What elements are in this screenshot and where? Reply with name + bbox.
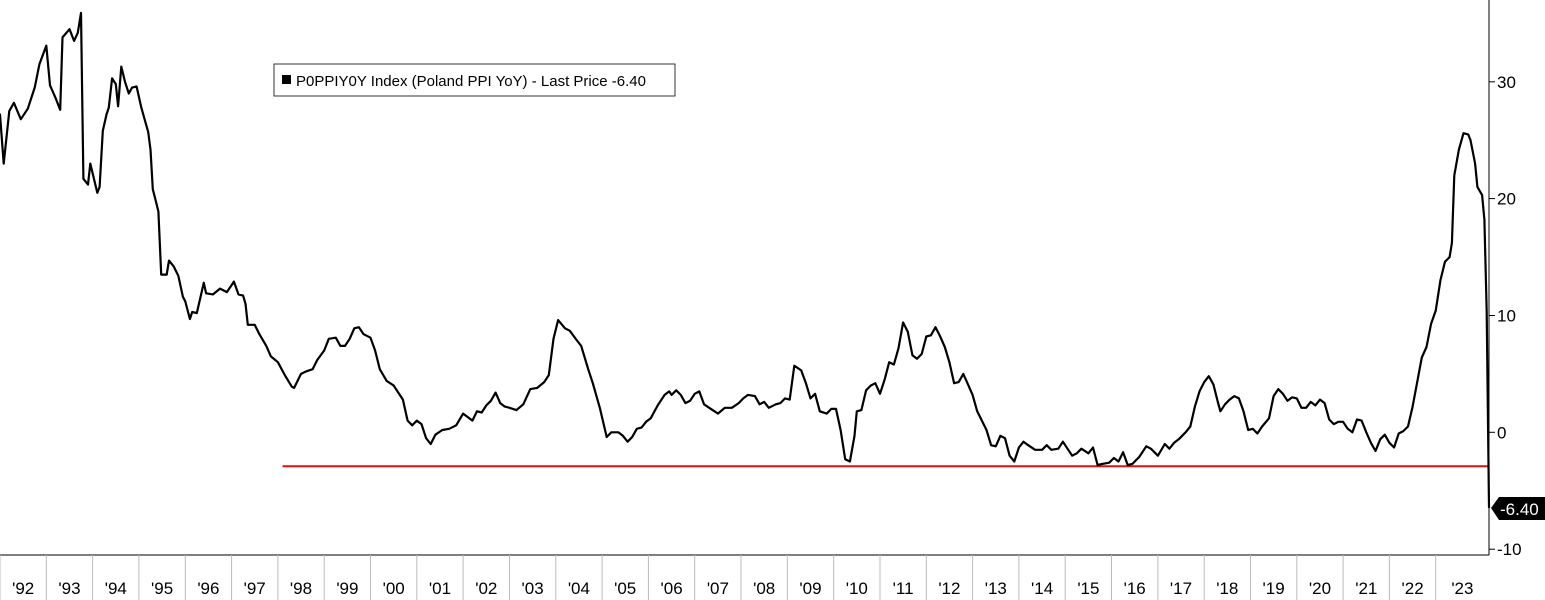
x-tick-label: '04 bbox=[568, 579, 590, 598]
x-tick-label: '20 bbox=[1309, 579, 1331, 598]
x-tick-label: '15 bbox=[1077, 579, 1099, 598]
y-tick-label: 30 bbox=[1497, 73, 1516, 92]
series-line bbox=[0, 11, 1491, 509]
x-tick-label: '13 bbox=[985, 579, 1007, 598]
x-tick-label: '03 bbox=[522, 579, 544, 598]
legend: P0PPIY0Y Index (Poland PPI YoY) - Last P… bbox=[273, 63, 676, 97]
x-tick-label: '08 bbox=[753, 579, 775, 598]
x-tick-label: '99 bbox=[336, 579, 358, 598]
y-tick-label: 20 bbox=[1497, 190, 1516, 209]
x-tick-label: '16 bbox=[1124, 579, 1146, 598]
x-tick-label: '12 bbox=[938, 579, 960, 598]
x-tick-label: '96 bbox=[197, 579, 219, 598]
x-tick-label: '09 bbox=[799, 579, 821, 598]
x-tick-label: '14 bbox=[1031, 579, 1053, 598]
y-tick-label: 10 bbox=[1497, 307, 1516, 326]
x-tick-label: '10 bbox=[846, 579, 868, 598]
legend-box bbox=[273, 63, 676, 97]
axes bbox=[0, 0, 1490, 556]
x-tick-label: '23 bbox=[1451, 579, 1473, 598]
y-tick-label: 0 bbox=[1497, 423, 1506, 442]
x-tick-label: '94 bbox=[105, 579, 127, 598]
x-tick-label: '19 bbox=[1263, 579, 1285, 598]
x-tick-label: '93 bbox=[58, 579, 80, 598]
x-tick-label: '98 bbox=[290, 579, 312, 598]
x-tick-label: '02 bbox=[475, 579, 497, 598]
x-tick-label: '18 bbox=[1216, 579, 1238, 598]
last-price-label-bg bbox=[1491, 497, 1545, 520]
last-price-label-text: -6.40 bbox=[1500, 500, 1539, 519]
x-tick-label: '06 bbox=[661, 579, 683, 598]
last-price-label: -6.40 bbox=[1491, 497, 1545, 520]
legend-text: P0PPIY0Y Index (Poland PPI YoY) - Last P… bbox=[296, 73, 646, 90]
y-axis-ticks: 30 20 10 0 -10 bbox=[1489, 73, 1522, 559]
plot-area bbox=[0, 11, 1491, 509]
legend-swatch bbox=[282, 75, 291, 84]
x-tick-label: '00 bbox=[383, 579, 405, 598]
x-tick-label: '22 bbox=[1402, 579, 1424, 598]
x-tick-label: '01 bbox=[429, 579, 451, 598]
y-tick-label: -10 bbox=[1497, 540, 1522, 559]
x-tick-label: '92 bbox=[12, 579, 34, 598]
x-tick-label: '05 bbox=[614, 579, 636, 598]
x-axis-ticks: '92 '93 '94 '95 '96 '97 '98 '99 '00 '01 '02 '03 '04 '… bbox=[0, 555, 1473, 600]
x-tick-label: '17 bbox=[1170, 579, 1192, 598]
x-tick-label: '11 bbox=[893, 579, 914, 598]
x-tick-label: '97 bbox=[244, 579, 266, 598]
x-tick-label: '95 bbox=[151, 579, 173, 598]
x-tick-label: '21 bbox=[1355, 579, 1377, 598]
x-tick-label: '07 bbox=[707, 579, 729, 598]
